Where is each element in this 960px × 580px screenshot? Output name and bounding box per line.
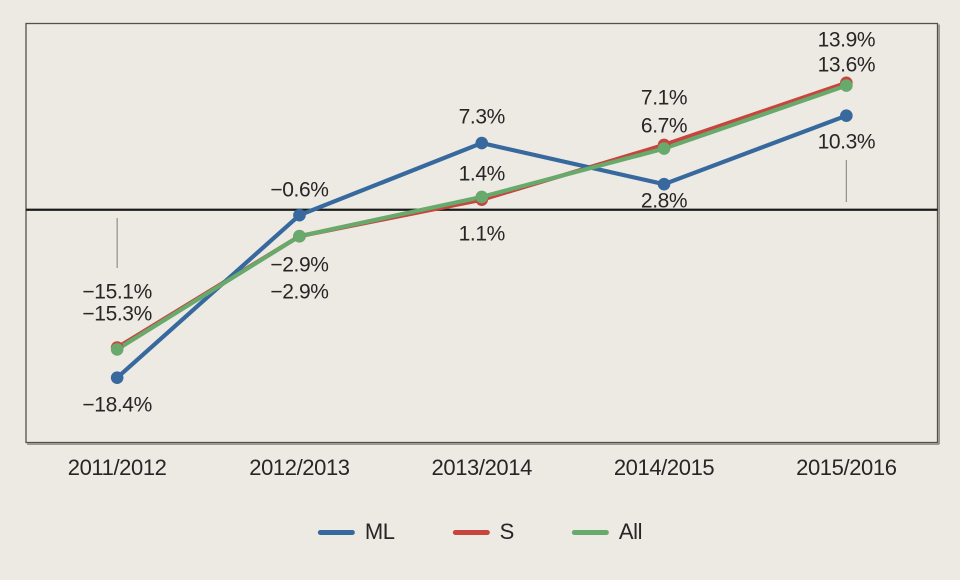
x-axis-label-3: 2014/2015 (613, 455, 715, 480)
marker-ml-4 (840, 109, 853, 122)
marker-all-4 (840, 79, 853, 92)
plot-area-border (25, 22, 939, 444)
data-label-s-0: −15.1% (82, 280, 152, 304)
data-label-all-1: −2.9% (270, 280, 329, 304)
x-axis-label-1: 2012/2013 (249, 455, 350, 480)
marker-all-3 (657, 142, 671, 155)
legend-swatch-ml-icon (317, 529, 355, 535)
marker-all-1 (293, 229, 306, 243)
series-line-ml (115, 113, 849, 380)
legend: ML S All (317, 519, 643, 545)
legend-label-all: All (618, 519, 643, 544)
data-label-all-4: 13.6% (817, 53, 876, 77)
marker-all-0 (110, 343, 124, 356)
data-label-ml-3: 2.8% (640, 189, 688, 213)
legend-swatch-s-icon (452, 529, 490, 535)
marker-ml-1 (293, 208, 306, 222)
data-label-ml-1: −0.6% (270, 178, 329, 202)
legend-item-ml: ML (317, 519, 395, 545)
legend-item-all: All (571, 519, 643, 545)
marker-ml-3 (657, 177, 671, 191)
x-axis-label-4: 2015/2016 (796, 455, 897, 480)
data-label-s-3: 7.1% (640, 86, 688, 110)
legend-label-ml: ML (364, 519, 395, 544)
data-label-s-2: 1.1% (458, 222, 506, 246)
data-label-s-1: −2.9% (270, 253, 329, 277)
data-label-ml-0: −18.4% (82, 393, 152, 417)
marker-ml-0 (110, 371, 124, 384)
marker-ml-2 (475, 136, 489, 150)
legend-item-s: S (452, 519, 515, 545)
data-label-ml-4: 10.3% (817, 130, 876, 154)
x-axis-label-2: 2013/2014 (431, 455, 533, 480)
data-label-all-0: −15.3% (82, 302, 152, 326)
data-label-ml-2: 7.3% (458, 105, 506, 129)
data-label-all-3: 6.7% (640, 114, 688, 138)
x-axis-label-0: 2011/2012 (67, 455, 167, 480)
legend-swatch-all-icon (571, 529, 609, 535)
data-label-all-2: 1.4% (458, 162, 506, 186)
data-label-s-4: 13.9% (817, 28, 876, 52)
marker-all-2 (475, 190, 489, 204)
legend-label-s: S (499, 519, 515, 544)
